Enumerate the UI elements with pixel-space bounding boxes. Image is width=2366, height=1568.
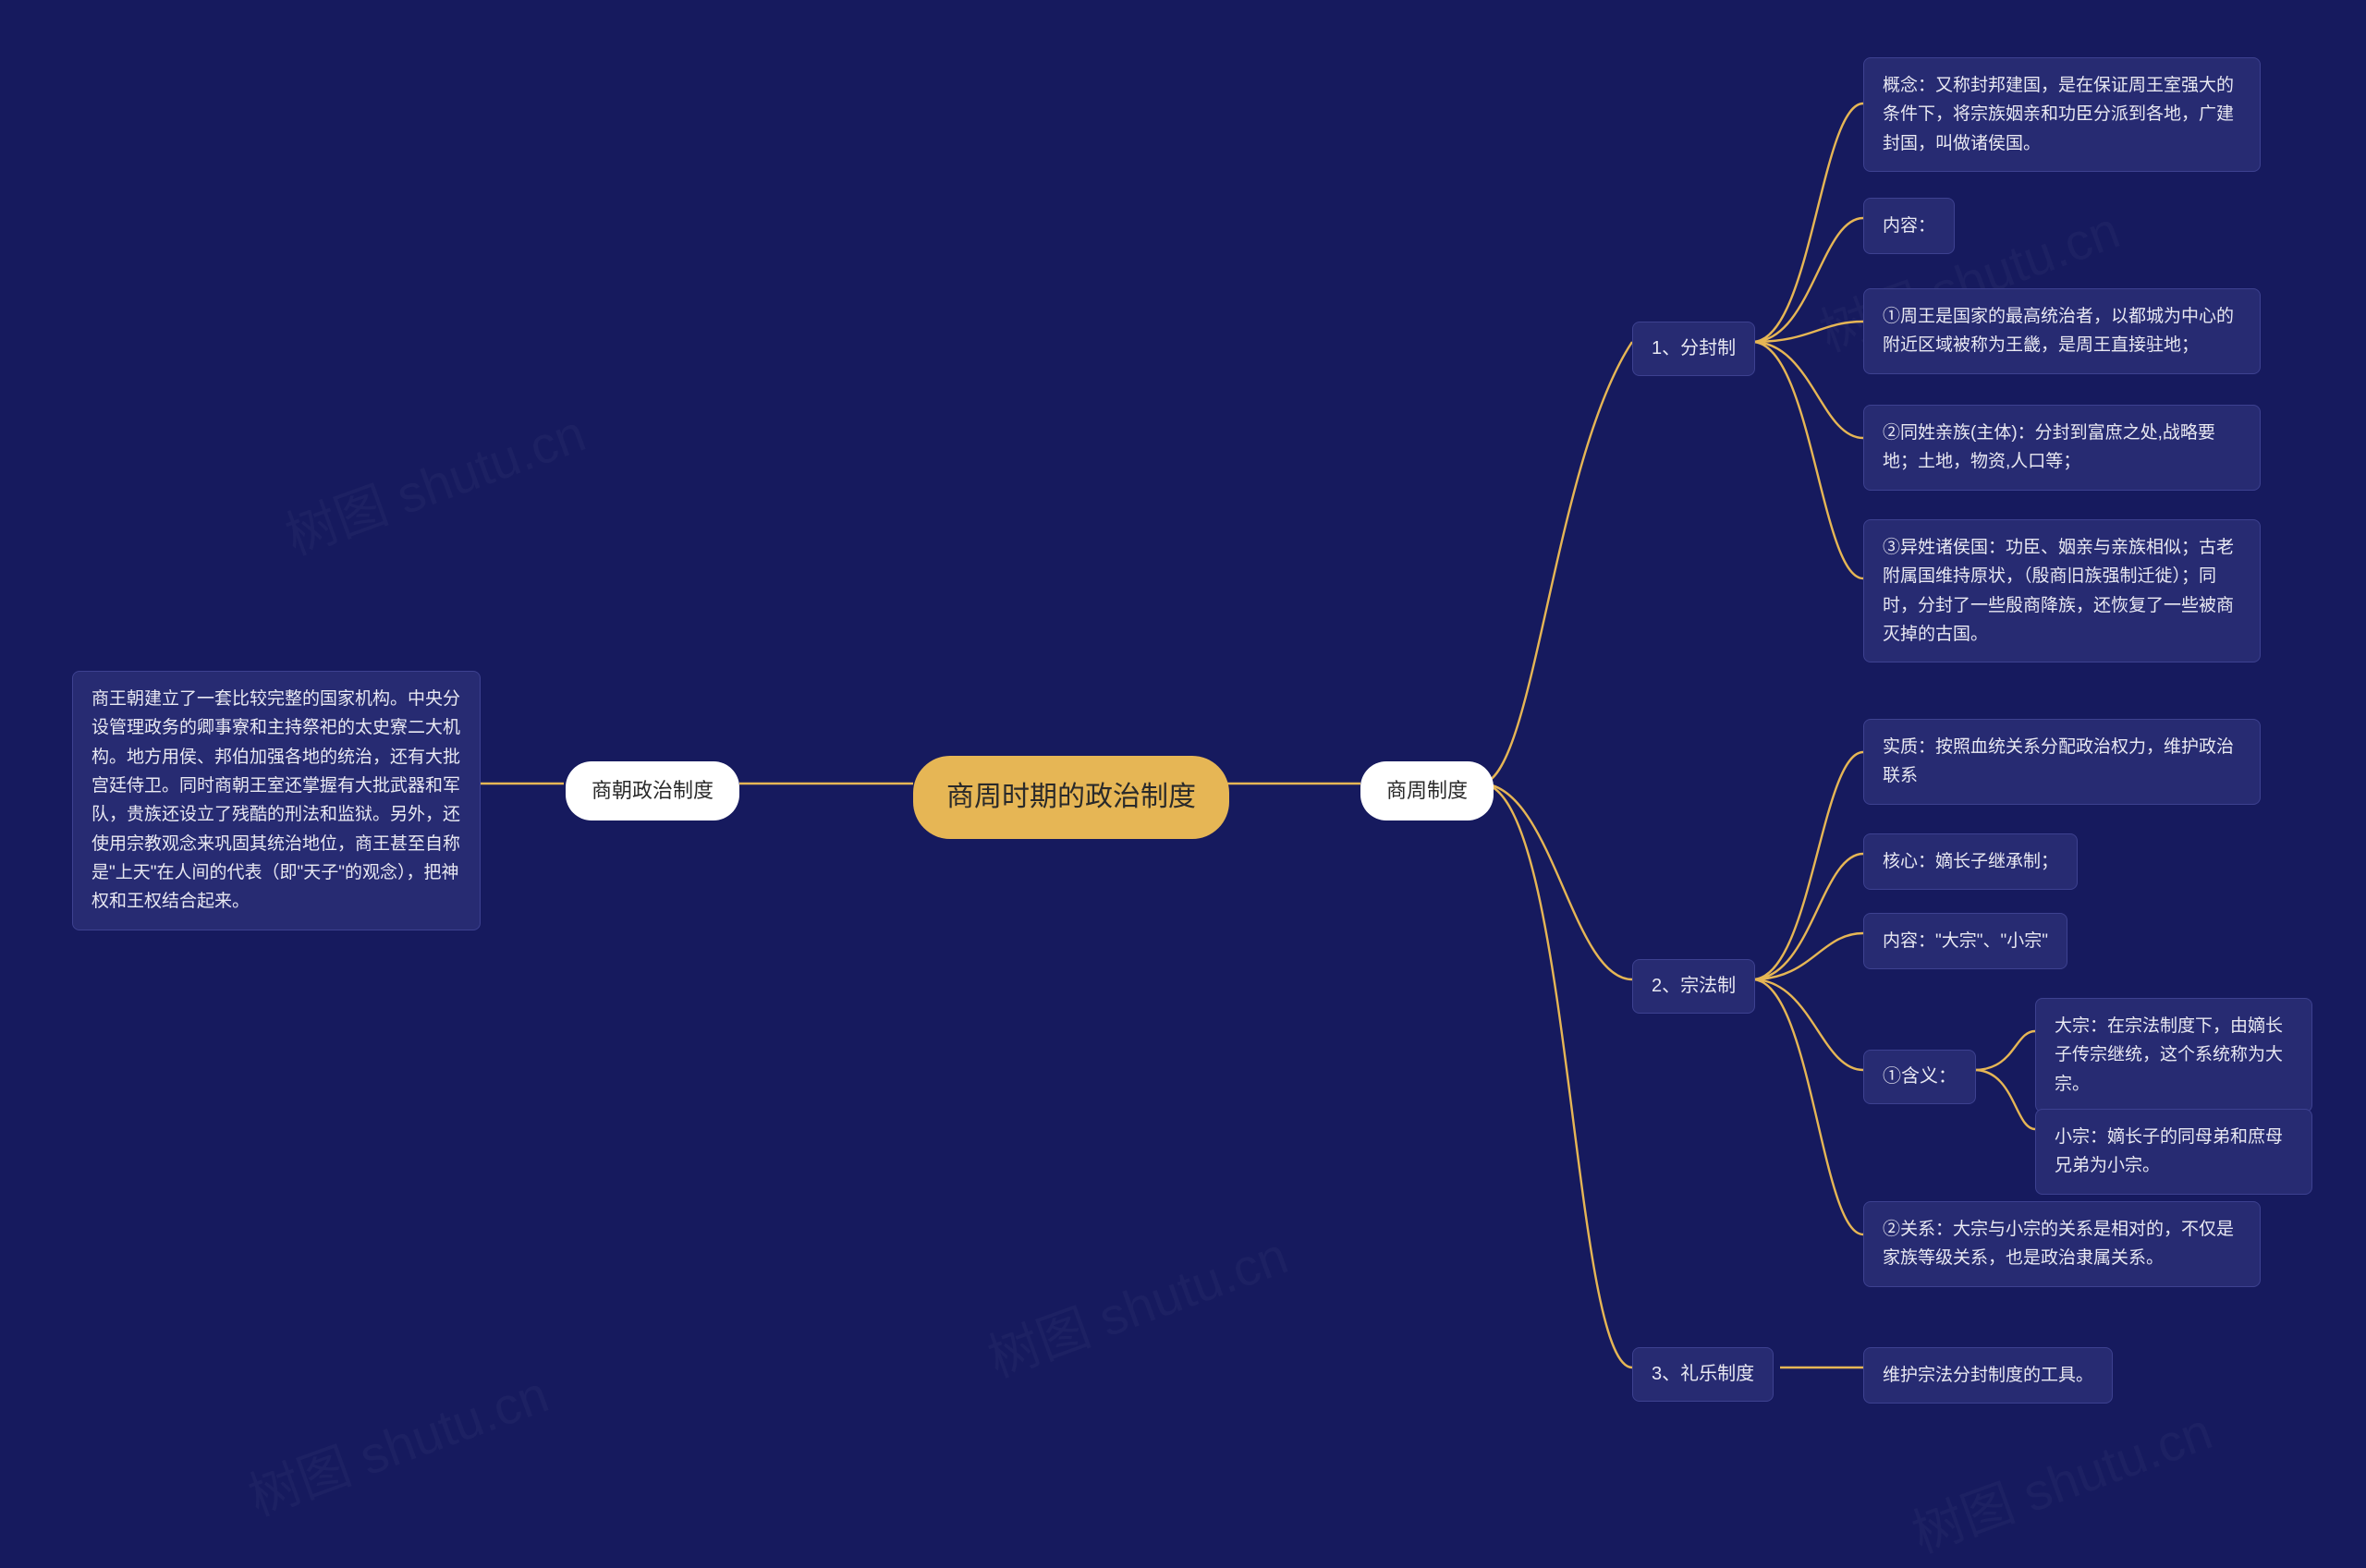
sec2-sub1-title: ①含义： (1863, 1050, 1976, 1104)
sec1-item-3: ②同姓亲族(主体)：分封到富庶之处,战略要地；土地，物资,人口等； (1863, 405, 2261, 491)
sec1-item-0: 概念：又称封邦建国，是在保证周王室强大的条件下，将宗族姻亲和功臣分派到各地，广建… (1863, 57, 2261, 172)
sec1-item-4: ③异姓诸侯国：功臣、姻亲与亲族相似；古老附属国维持原状，（殷商旧族强制迁徙）；同… (1863, 519, 2261, 662)
sec1-item-2: ①周王是国家的最高统治者，以都城为中心的附近区域被称为王畿，是周王直接驻地； (1863, 288, 2261, 374)
sec2-title: 2、宗法制 (1632, 959, 1755, 1014)
watermark: 树图 shutu.cn (274, 392, 594, 569)
watermark: 树图 shutu.cn (1900, 1390, 2221, 1567)
sec3-title: 3、礼乐制度 (1632, 1347, 1774, 1402)
left-detail: 商王朝建立了一套比较完整的国家机构。中央分设管理政务的卿事寮和主持祭祀的太史寮二… (72, 671, 481, 930)
sec2-item2: ②关系：大宗与小宗的关系是相对的，不仅是家族等级关系，也是政治隶属关系。 (1863, 1201, 2261, 1287)
sec2-item-0: 实质：按照血统关系分配政治权力，维护政治联系 (1863, 719, 2261, 805)
sec3-detail: 维护宗法分封制度的工具。 (1863, 1347, 2113, 1404)
watermark: 树图 shutu.cn (976, 1214, 1297, 1392)
root-node: 商周时期的政治制度 (913, 756, 1229, 839)
sec2-sub1-item-0: 大宗：在宗法制度下，由嫡长子传宗继统，这个系统称为大宗。 (2035, 998, 2312, 1112)
left-branch: 商朝政治制度 (566, 761, 739, 820)
sec2-item-2: 内容："大宗"、"小宗" (1863, 913, 2067, 969)
sec2-sub1-item-1: 小宗：嫡长子的同母弟和庶母兄弟为小宗。 (2035, 1109, 2312, 1195)
sec1-item-1: 内容： (1863, 198, 1955, 254)
right-branch: 商周制度 (1360, 761, 1494, 820)
sec1-title: 1、分封制 (1632, 322, 1755, 376)
watermark: 树图 shutu.cn (237, 1353, 557, 1530)
sec2-item-1: 核心：嫡长子继承制； (1863, 833, 2078, 890)
